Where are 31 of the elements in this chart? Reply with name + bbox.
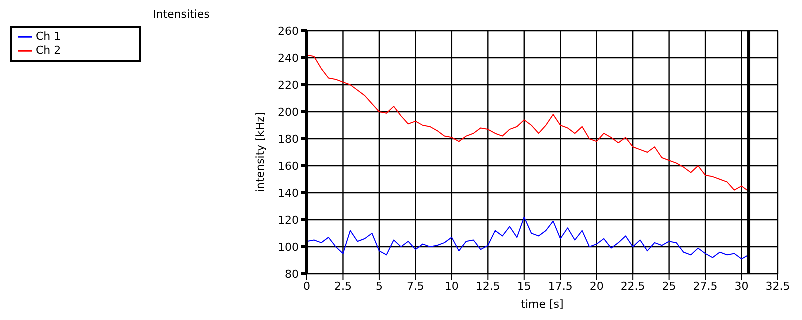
legend-label: Ch 2	[36, 44, 62, 58]
x-tick-label: 10	[444, 280, 459, 293]
y-tick-label: 180	[278, 132, 299, 146]
x-tick-label: 20	[590, 280, 604, 293]
x-tick-label: 32.5	[766, 280, 790, 293]
y-tick-label: 80	[285, 268, 299, 281]
x-tick-label: 7.5	[406, 280, 424, 293]
line-series	[307, 216, 750, 260]
y-axis-title: intensity [kHz]	[254, 112, 267, 192]
x-tick-label: 15	[517, 280, 532, 293]
y-tick-label: 140	[278, 186, 299, 200]
legend-label: Ch 1	[36, 30, 62, 44]
x-tick-label: 27.5	[693, 280, 718, 293]
y-tick-label: 100	[278, 240, 299, 254]
y-tick-label: 220	[278, 78, 299, 92]
x-tick-label: 17.5	[548, 280, 573, 293]
x-tick-label: 12.5	[476, 280, 500, 293]
x-tick-label: 22.5	[620, 280, 646, 293]
x-axis-title: time [s]	[521, 298, 564, 311]
line-series	[307, 54, 750, 192]
y-tick-label: 200	[278, 106, 299, 119]
x-tick-label: 0	[304, 280, 310, 293]
text: Intensities	[153, 8, 210, 21]
y-tick-label: 240	[278, 52, 299, 65]
x-tick-label: 30	[734, 280, 749, 293]
x-tick-label: 2.5	[334, 280, 352, 293]
y-tick-label: 120	[278, 214, 299, 227]
y-tick-label: 260	[278, 24, 299, 38]
y-tick-label: 160	[278, 160, 299, 173]
x-tick-label: 25	[662, 280, 676, 293]
x-tick-label: 5	[376, 280, 383, 293]
